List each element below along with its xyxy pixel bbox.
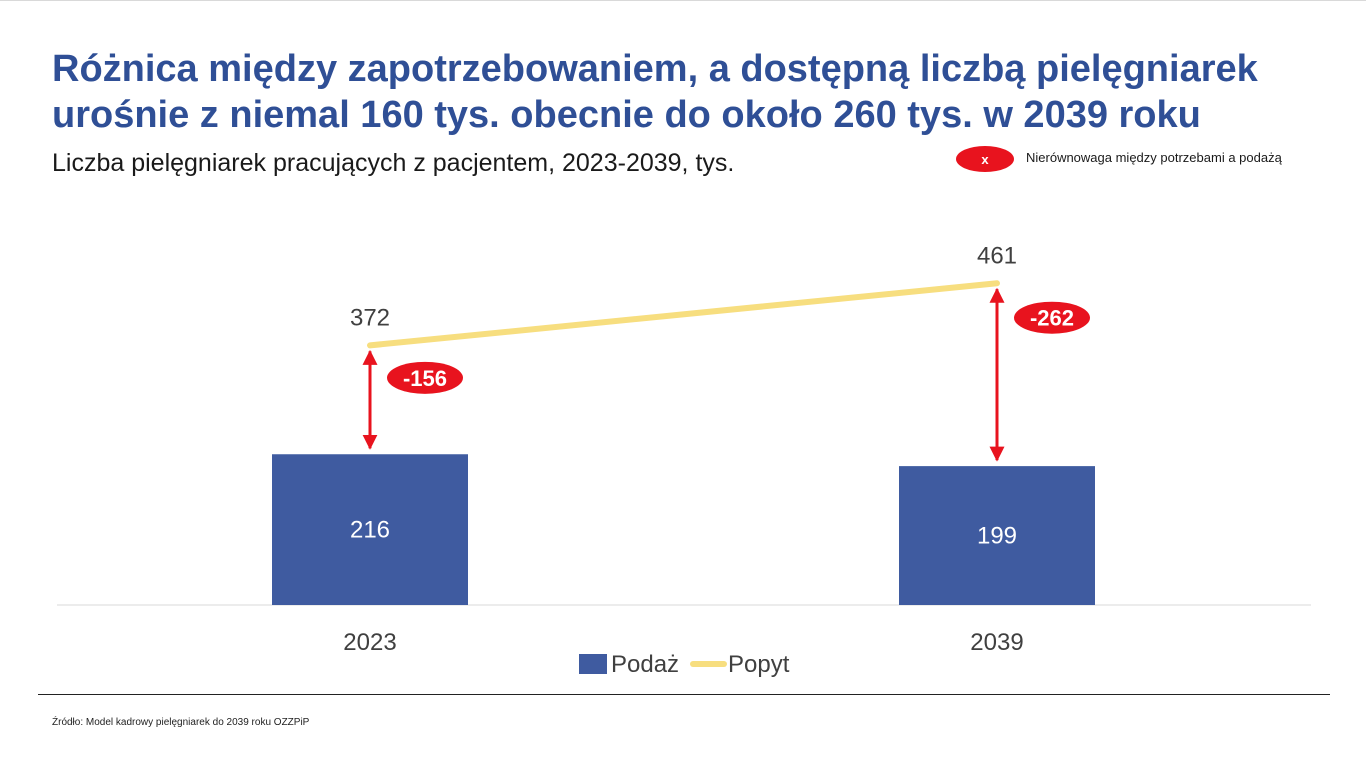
bar-value-label-2039: 199 xyxy=(977,523,1017,550)
x-tick-label-2023: 2023 xyxy=(343,629,396,656)
line-value-label-2039: 461 xyxy=(977,242,1017,269)
legend-swatch-podaz xyxy=(579,654,607,674)
gap-legend-label: Nierównowaga między potrzebami a podażą xyxy=(1026,150,1282,165)
line-value-label-2023: 372 xyxy=(350,304,390,331)
gap-badge-label-2039: -262 xyxy=(1030,306,1074,331)
source-note: Źródło: Model kadrowy pielęgniarek do 20… xyxy=(52,717,310,728)
line-popyt xyxy=(367,280,1000,349)
bar-podaz-2039 xyxy=(899,466,1095,605)
bar-value-label-2023: 216 xyxy=(350,517,390,544)
x-tick-label-2039: 2039 xyxy=(970,629,1023,656)
bottom-divider xyxy=(38,694,1330,695)
legend-label-podaz: Podaż xyxy=(611,651,679,678)
gap-legend-symbol: x xyxy=(956,146,1014,172)
chart: 216 2023 199 2039 372 461 -156 -262 Podaż Popyt xyxy=(57,242,1311,678)
legend-label-popyt: Popyt xyxy=(728,651,790,678)
gap-badge-2039 xyxy=(1014,301,1090,334)
gap-badge-label-2023: -156 xyxy=(403,366,447,391)
chart-subtitle: Liczba pielęgniarek pracujących z pacjen… xyxy=(52,149,735,177)
bar-podaz-2023 xyxy=(272,454,468,605)
top-divider xyxy=(0,0,1366,1)
page-title: Różnica między zapotrzebowaniem, a dostę… xyxy=(52,48,1258,136)
gap-badge-2023 xyxy=(387,361,463,394)
